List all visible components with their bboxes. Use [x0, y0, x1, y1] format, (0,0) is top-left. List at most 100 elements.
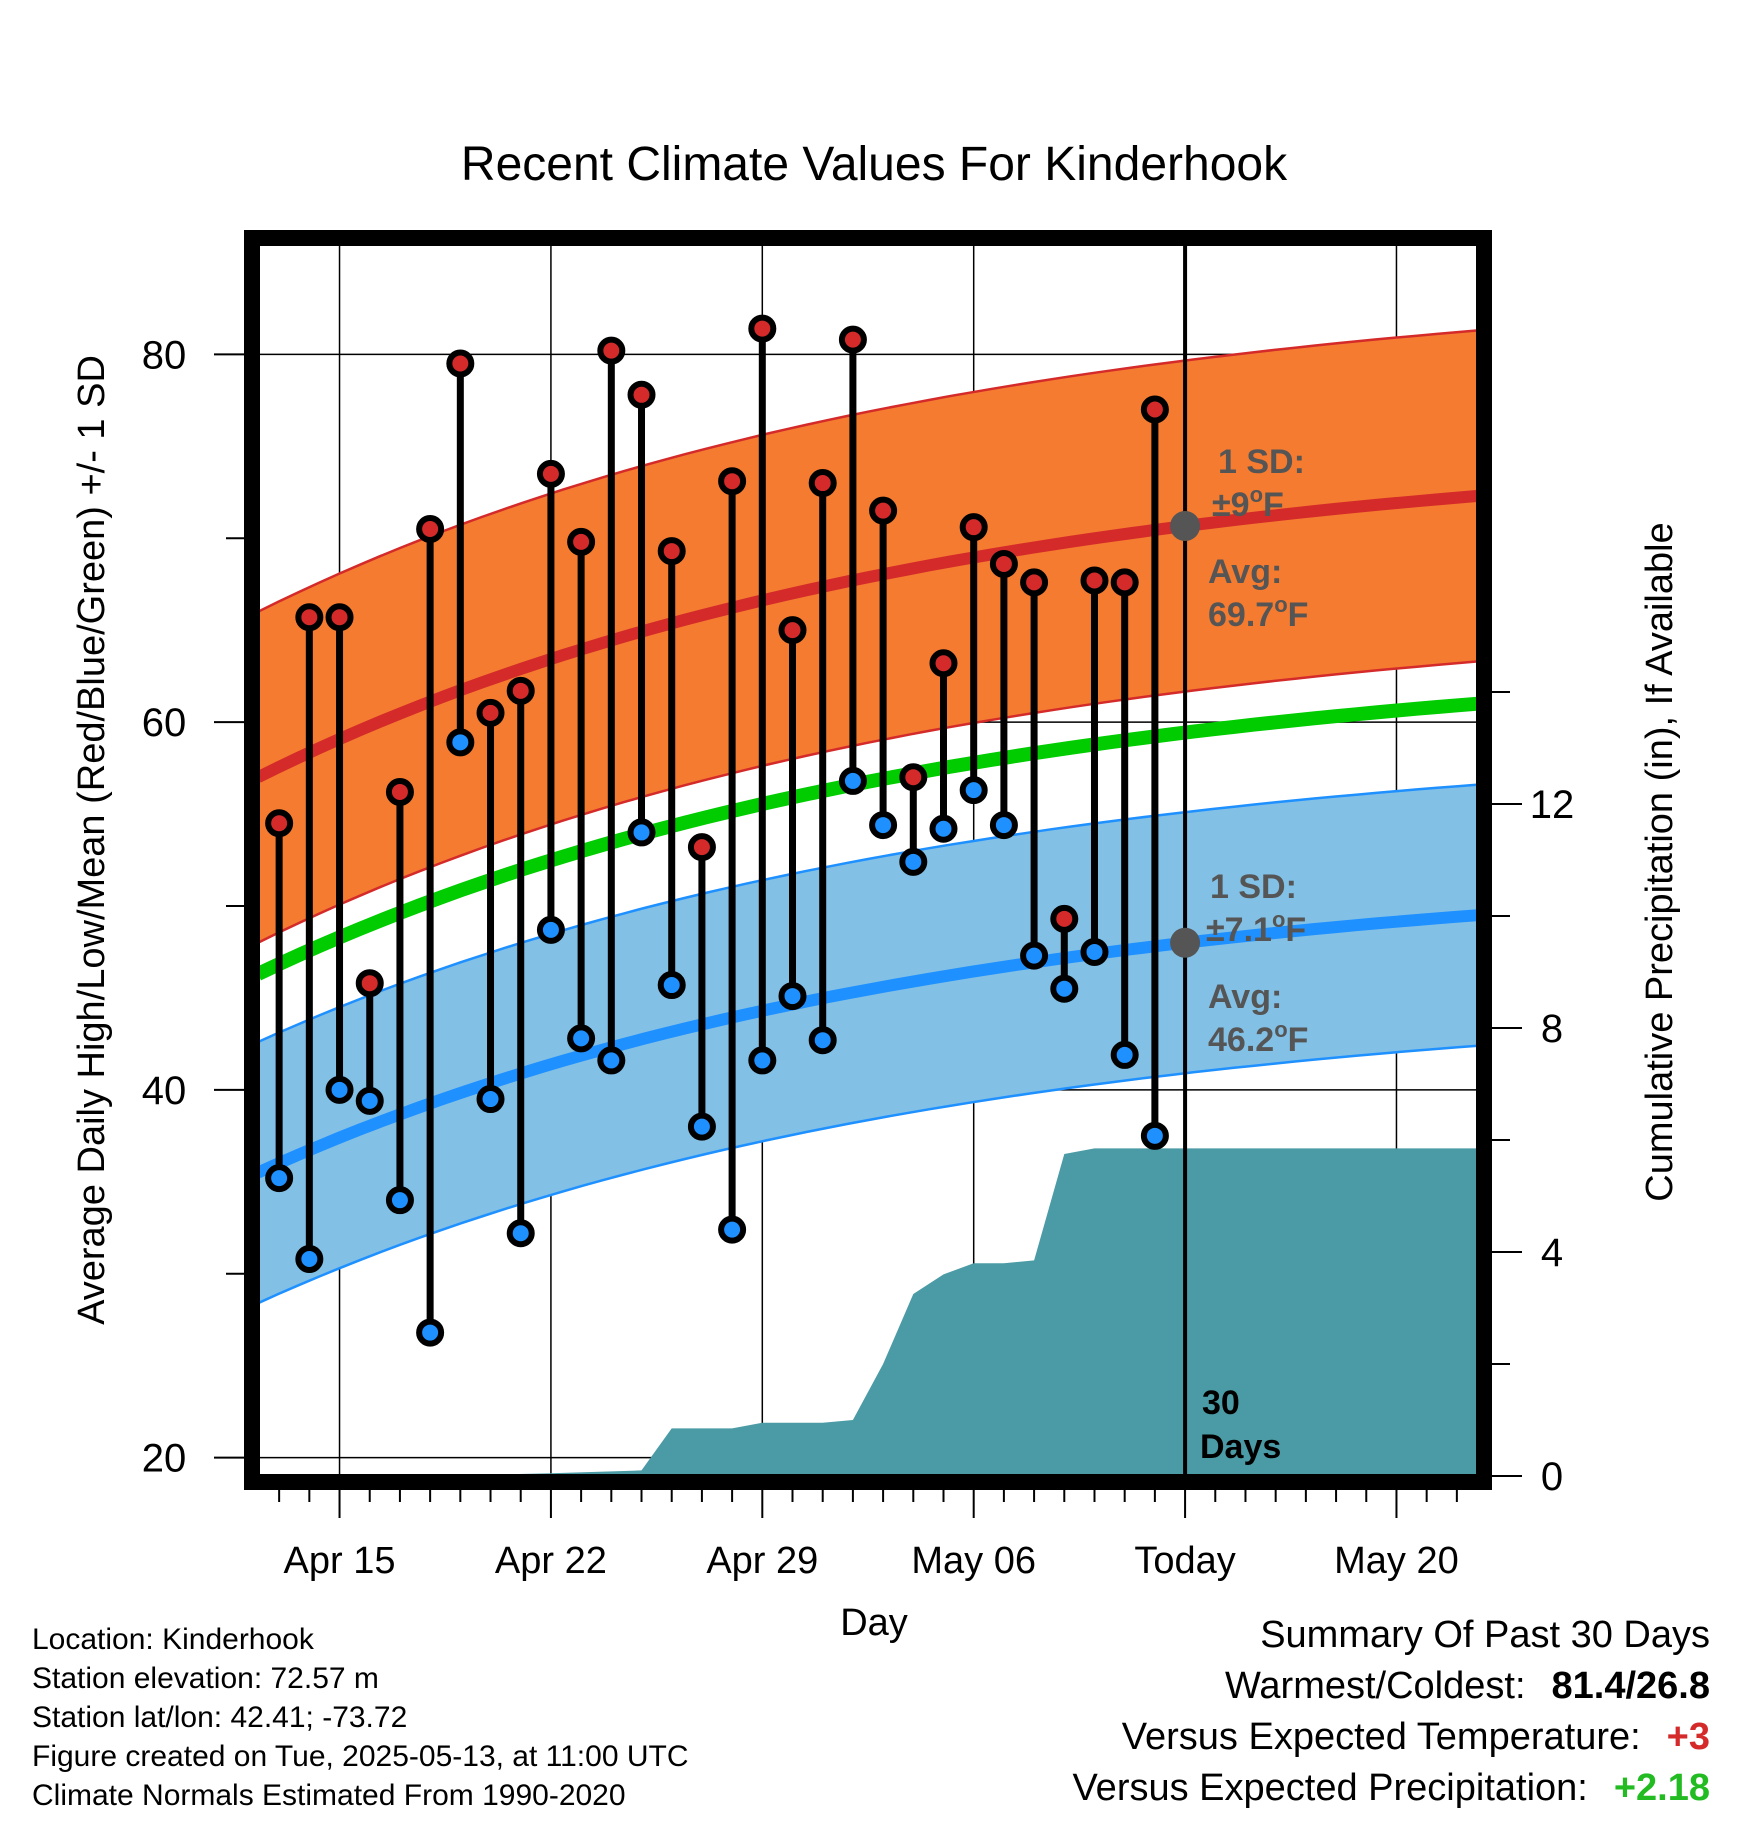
precipitation-area — [258, 1148, 1478, 1476]
summary-temp: Versus Expected Temperature: +3 — [1072, 1712, 1710, 1763]
low-point-18 — [808, 1026, 837, 1055]
summary-warm-cold: Warmest/Coldest: 81.4/26.8 — [1072, 1661, 1710, 1712]
low-avg-label: Avg: — [1208, 978, 1282, 1016]
low-point-27 — [1080, 937, 1109, 966]
x-tick-label-0: Apr 15 — [284, 1540, 396, 1582]
high-point-0 — [265, 809, 294, 838]
high-avg-value: 69.7oF — [1208, 592, 1308, 634]
high-point-19 — [838, 325, 867, 354]
chart-title: Recent Climate Values For Kinderhook — [461, 138, 1288, 191]
low-point-20 — [869, 811, 898, 840]
high-point-12 — [627, 380, 656, 409]
low-point-9 — [536, 915, 565, 944]
low-normal-line — [255, 909, 1479, 1179]
days-word-label: Days — [1200, 1428, 1281, 1466]
normals-text: Climate Normals Estimated From 1990-2020 — [32, 1779, 626, 1812]
x-tick-label-5: May 20 — [1334, 1540, 1459, 1582]
mean-normal-line — [255, 696, 1479, 981]
summary-precip: Versus Expected Precipitation: +2.18 — [1072, 1763, 1710, 1814]
high-point-1 — [295, 603, 324, 632]
high-normal-band-lower — [257, 660, 1479, 944]
precip-label: Versus Expected Precipitation: — [1072, 1767, 1588, 1809]
high-point-21 — [899, 763, 928, 792]
summary-title: Summary Of Past 30 Days — [1260, 1614, 1710, 1656]
high-point-16 — [748, 314, 777, 343]
y-tick-label-20: 20 — [142, 1437, 187, 1481]
high-point-10 — [567, 527, 596, 556]
low-point-22 — [929, 814, 958, 843]
low-point-11 — [597, 1046, 626, 1075]
high-normal-band — [258, 330, 1478, 943]
low-point-7 — [476, 1085, 505, 1114]
low-point-2 — [325, 1075, 354, 1104]
low-point-8 — [506, 1219, 535, 1248]
low-point-14 — [687, 1112, 716, 1141]
y2-tick-label-0: 0 — [1541, 1455, 1563, 1499]
low-point-23 — [959, 776, 988, 805]
low-point-16 — [748, 1046, 777, 1075]
high-point-7 — [476, 698, 505, 727]
low-point-26 — [1050, 974, 1079, 1003]
high-point-24 — [989, 549, 1018, 578]
high-point-4 — [385, 777, 414, 806]
high-point-27 — [1080, 566, 1109, 595]
temp-label: Versus Expected Temperature: — [1121, 1716, 1641, 1758]
x-tick-label-3: May 06 — [911, 1540, 1036, 1582]
low-point-15 — [718, 1215, 747, 1244]
station-info: Location: Kinderhook Station elevation: … — [32, 1620, 689, 1815]
low-point-1 — [295, 1245, 324, 1274]
low-point-13 — [657, 971, 686, 1000]
high-point-11 — [597, 336, 626, 365]
temp-value: +3 — [1666, 1716, 1710, 1758]
x-tick-label-4: Today — [1134, 1540, 1235, 1582]
x-axis-label: Day — [840, 1602, 908, 1644]
y-tick-label-80: 80 — [142, 333, 187, 377]
high-point-8 — [506, 676, 535, 705]
high-point-23 — [959, 513, 988, 542]
high-point-9 — [536, 459, 565, 488]
low-point-19 — [838, 766, 867, 795]
high-point-25 — [1020, 568, 1049, 597]
low-normal-band — [258, 784, 1478, 1304]
y-tick-label-60: 60 — [142, 701, 187, 745]
x-tick-label-1: Apr 22 — [495, 1540, 607, 1582]
low-point-6 — [446, 728, 475, 757]
high-point-6 — [446, 349, 475, 378]
high-point-20 — [869, 496, 898, 525]
high-point-29 — [1140, 395, 1169, 424]
low-sd-value: ±7.1oF — [1206, 907, 1306, 949]
low-point-10 — [567, 1024, 596, 1053]
high-avg-label: Avg: — [1208, 553, 1282, 591]
high-point-14 — [687, 833, 716, 862]
high-point-28 — [1110, 568, 1139, 597]
high-point-13 — [657, 537, 686, 566]
y2-axis-label: Cumulative Precipitation (in), If Availa… — [1639, 522, 1681, 1201]
high-point-5 — [416, 515, 445, 544]
summary-panel: Summary Of Past 30 Days Warmest/Coldest:… — [1072, 1610, 1710, 1814]
low-point-25 — [1020, 941, 1049, 970]
today-low-normal-marker — [1170, 927, 1201, 958]
location-text: Location: Kinderhook — [32, 1623, 314, 1656]
low-avg-value: 46.2oF — [1208, 1017, 1308, 1059]
low-point-0 — [265, 1164, 294, 1193]
high-point-17 — [778, 616, 807, 645]
high-point-18 — [808, 469, 837, 498]
created-text: Figure created on Tue, 2025-05-13, at 11… — [32, 1740, 689, 1773]
low-normal-band-upper — [257, 783, 1479, 1044]
low-point-28 — [1110, 1040, 1139, 1069]
low-point-3 — [355, 1086, 384, 1115]
plot-frame — [244, 230, 1492, 1490]
low-normal-band-lower — [257, 1044, 1479, 1305]
high-sd-label: 1 SD: — [1218, 443, 1305, 481]
high-point-2 — [325, 603, 354, 632]
high-sd-value: ±9oF — [1212, 482, 1284, 524]
high-point-3 — [355, 969, 384, 998]
low-point-21 — [899, 847, 928, 876]
low-point-29 — [1140, 1121, 1169, 1150]
high-point-26 — [1050, 904, 1079, 933]
y-axis-label: Average Daily High/Low/Mean (Red/Blue/Gr… — [71, 355, 113, 1325]
precip-value: +2.18 — [1613, 1767, 1710, 1809]
low-point-24 — [989, 811, 1018, 840]
